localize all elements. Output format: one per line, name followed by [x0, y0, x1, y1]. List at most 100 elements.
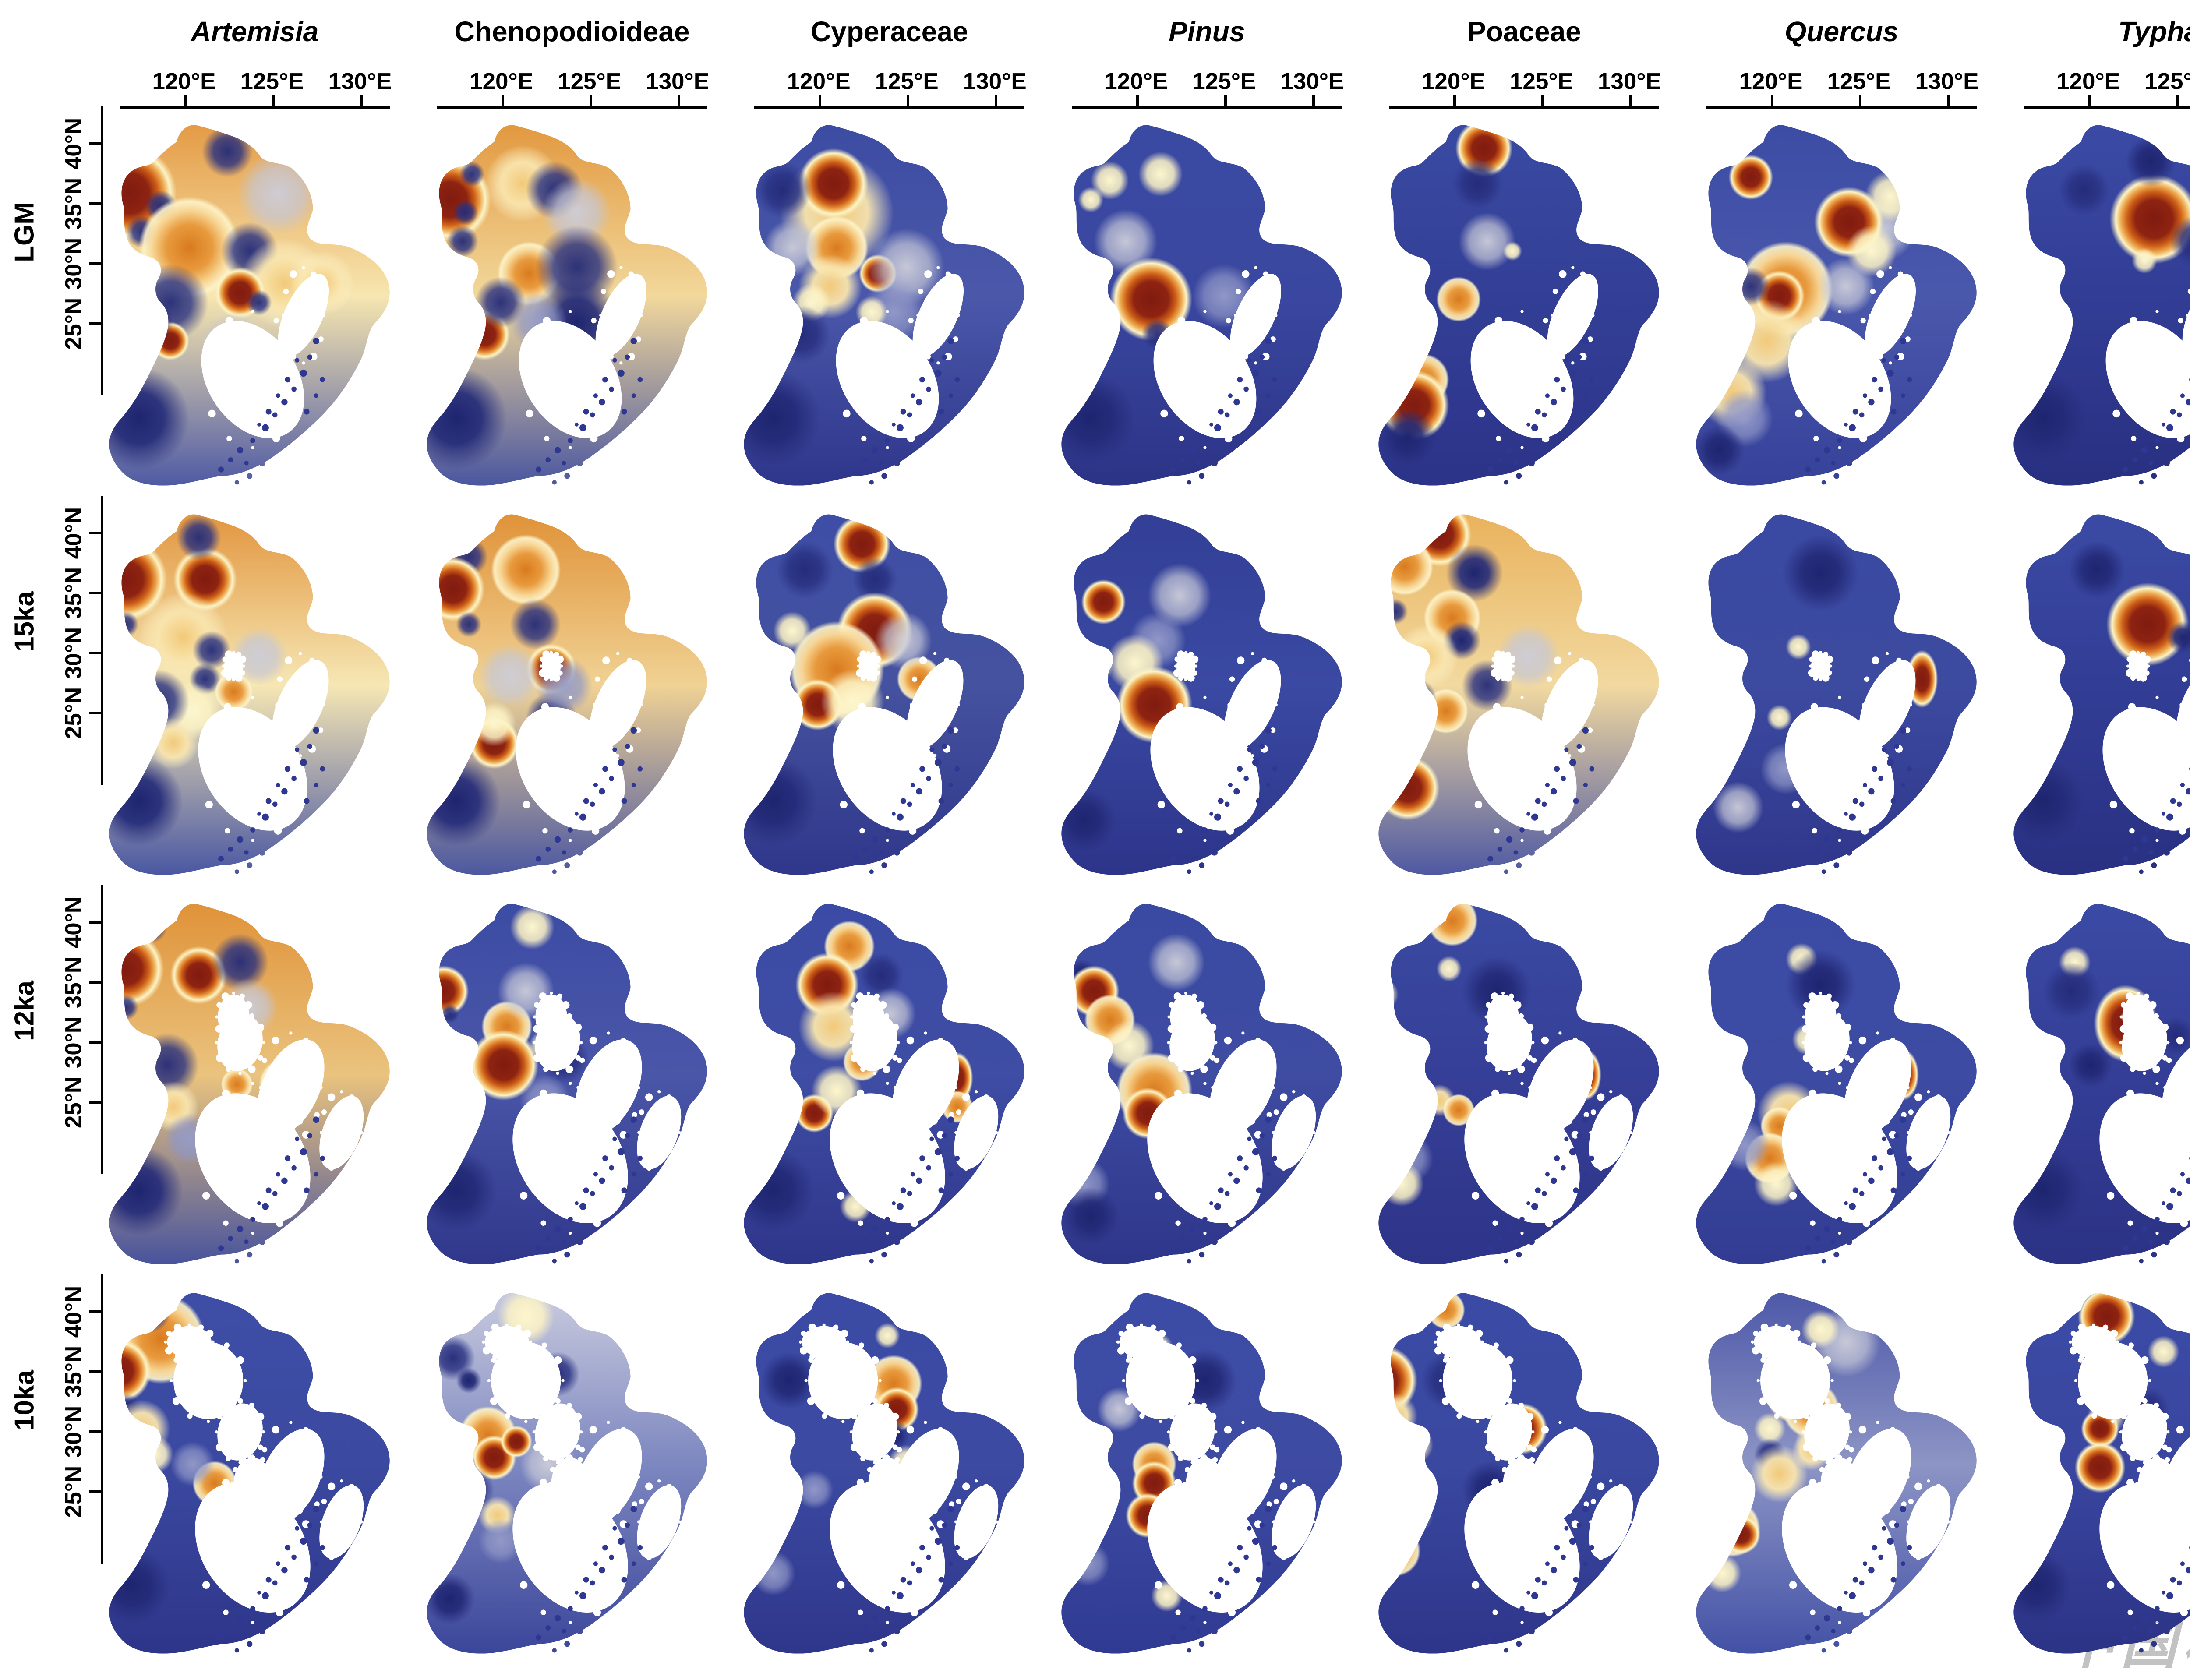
map-panel-12ka-Quercus [1696, 904, 1977, 1264]
lon-axis-line [1706, 106, 1977, 109]
lat-tick [89, 981, 101, 984]
column-title-Artemisia: Artemisia [191, 16, 319, 47]
lat-tick [89, 262, 101, 265]
map-panel-LGM-Quercus [1696, 125, 1977, 486]
lon-tick-label: 130°E [963, 68, 1027, 95]
lon-axis-line [437, 106, 707, 109]
lon-tick [995, 95, 998, 106]
lon-tick [1629, 95, 1632, 106]
lon-axis-line [1389, 106, 1660, 109]
map-panel-10ka-Artemisia [109, 1293, 390, 1654]
map-panel-15ka-Typha [2013, 514, 2190, 875]
column-title-Poaceae: Poaceae [1467, 16, 1581, 47]
lon-tick [907, 95, 910, 106]
lat-tick [89, 652, 101, 654]
lon-tick [1312, 95, 1315, 106]
lon-tick [1859, 95, 1862, 106]
lon-axis-line [1071, 106, 1342, 109]
map-panel-10ka-Typha [2013, 1293, 2190, 1654]
map-panel-12ka-Poaceae [1378, 904, 1660, 1264]
lon-axis-line [120, 106, 390, 109]
column-title-Quercus: Quercus [1784, 16, 1899, 47]
lon-tick [589, 95, 592, 106]
lon-tick [1136, 95, 1139, 106]
row-label-15ka: 15ka [9, 591, 40, 652]
lon-tick-label: 130°E [328, 68, 392, 95]
map-panel-15ka-Pinus [1061, 514, 1342, 875]
map-panel-15ka-Poaceae [1378, 514, 1660, 875]
map-panel-15ka-Artemisia [109, 514, 390, 875]
lat-tick-label: 35°N [60, 177, 87, 230]
map-panel-LGM-Chenopodioideae [426, 125, 707, 486]
lat-tick-label: 35°N [60, 567, 87, 619]
lon-tick [1541, 95, 1544, 106]
lon-axis-line [754, 106, 1025, 109]
lon-axis-line [2024, 106, 2190, 109]
lon-tick-label: 120°E [470, 68, 533, 95]
lon-tick-label: 130°E [646, 68, 710, 95]
lon-tick [184, 95, 187, 106]
lon-tick [1224, 95, 1227, 106]
map-panel-LGM-Poaceae [1378, 125, 1660, 486]
map-panel-LGM-Pinus [1061, 125, 1342, 486]
lat-tick-label: 25°N [60, 1465, 87, 1518]
lat-tick-label: 25°N [60, 297, 87, 350]
map-panel-10ka-Chenopodioideae [426, 1293, 707, 1654]
lon-tick [1947, 95, 1950, 106]
lon-tick-label: 125°E [558, 68, 622, 95]
column-title-Chenopodioideae: Chenopodioideae [454, 16, 690, 47]
lon-tick-label: 125°E [1827, 68, 1891, 95]
map-panel-15ka-Quercus [1696, 514, 1977, 875]
row-label-10ka: 10ka [9, 1370, 40, 1430]
lat-tick-label: 35°N [60, 956, 87, 1009]
lon-tick [360, 95, 363, 106]
map-panel-12ka-Chenopodioideae [426, 904, 707, 1264]
lon-tick-label: 120°E [2056, 68, 2120, 95]
lat-tick-label: 25°N [60, 1076, 87, 1129]
row-label-LGM: LGM [9, 202, 40, 262]
lon-tick-label: 120°E [152, 68, 216, 95]
map-panel-LGM-Artemisia [109, 125, 390, 486]
lon-tick [677, 95, 680, 106]
lat-tick [89, 202, 101, 205]
lon-tick-label: 125°E [240, 68, 304, 95]
lat-tick [89, 532, 101, 534]
map-panel-12ka-Typha [2013, 904, 2190, 1264]
lat-axis-line [101, 106, 103, 395]
lon-tick-label: 130°E [1915, 68, 1979, 95]
lon-tick [1771, 95, 1773, 106]
lat-tick [89, 1430, 101, 1433]
lat-tick-label: 25°N [60, 687, 87, 739]
map-panel-10ka-Poaceae [1378, 1293, 1660, 1654]
lat-tick-label: 40°N [60, 507, 87, 559]
lat-tick [89, 1490, 101, 1493]
column-title-Pinus: Pinus [1169, 16, 1245, 47]
lat-tick [89, 1101, 101, 1104]
column-title-Cyperaceae: Cyperaceae [811, 16, 968, 47]
lon-tick-label: 120°E [787, 68, 851, 95]
map-panel-12ka-Pinus [1061, 904, 1342, 1264]
lat-tick-label: 40°N [60, 896, 87, 949]
map-panel-12ka-Cyperaceae [744, 904, 1024, 1264]
lon-tick [2088, 95, 2091, 106]
lon-tick [501, 95, 504, 106]
column-title-Typha: Typha [2118, 16, 2190, 47]
lat-tick [89, 322, 101, 325]
lat-tick-label: 30°N [60, 1016, 87, 1069]
lon-tick [1453, 95, 1456, 106]
map-panel-10ka-Pinus [1061, 1293, 1342, 1654]
lat-tick-label: 40°N [60, 117, 87, 170]
lat-tick-label: 40°N [60, 1285, 87, 1338]
lon-tick-label: 130°E [1280, 68, 1344, 95]
lat-tick [89, 1041, 101, 1044]
lat-tick [89, 142, 101, 145]
lon-tick-label: 125°E [2144, 68, 2190, 95]
lat-tick [89, 1310, 101, 1313]
lat-tick-label: 35°N [60, 1345, 87, 1398]
lon-tick [819, 95, 822, 106]
lon-tick-label: 120°E [1739, 68, 1803, 95]
lon-tick-label: 130°E [1597, 68, 1661, 95]
map-panel-LGM-Cyperaceae [744, 125, 1024, 486]
lon-tick-label: 125°E [1192, 68, 1256, 95]
